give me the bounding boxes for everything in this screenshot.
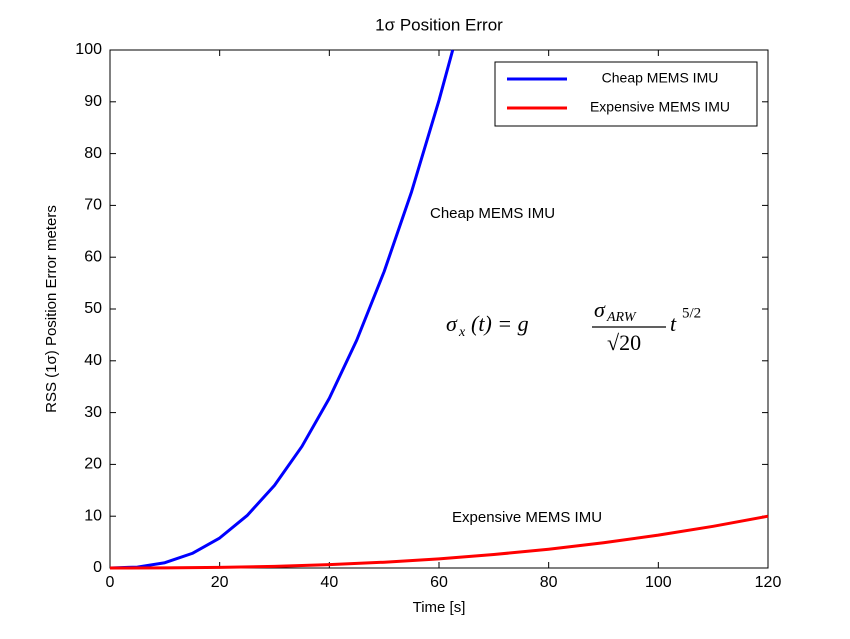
equation: σ x (t) = g σ ARW √20 t 5/2 [446,297,701,355]
x-tick-label: 40 [320,574,338,591]
x-tick-label: 80 [540,574,558,591]
annotation: Cheap MEMS IMU [430,205,555,222]
x-tick-label: 100 [645,574,672,591]
legend-label: Expensive MEMS IMU [590,99,730,115]
y-tick-label: 60 [84,248,102,265]
plot-frame [109,49,769,569]
y-axis-label: RSS (1σ) Position Error meters [43,205,60,413]
x-tick-label: 0 [106,574,115,591]
equation-part: √20 [607,330,641,355]
equation-part: σ [446,311,458,336]
equation-part: x [458,325,466,340]
y-tick-label: 80 [84,145,102,162]
equation-part: (t) = g [471,311,529,336]
y-tick-label: 30 [84,404,102,421]
legend-box [494,61,758,127]
y-tick-label: 100 [75,41,102,58]
y-tick-label: 90 [84,93,102,110]
y-tick-label: 10 [84,507,102,524]
annotation: Expensive MEMS IMU [452,509,602,526]
x-axis-label: Time [s] [413,599,466,616]
legend-label: Cheap MEMS IMU [602,70,719,86]
series-line [109,49,455,570]
equation-part: σ [594,297,606,322]
chart-title: 1σ Position Error [375,15,503,34]
y-tick-label: 40 [84,352,102,369]
equation-part: ARW [606,310,637,325]
x-tick-label: 120 [755,574,782,591]
x-tick-label: 20 [211,574,229,591]
equation-part: 5/2 [682,305,701,321]
y-tick-label: 20 [84,456,102,473]
equation-part: t [670,311,677,336]
y-tick-label: 50 [84,300,102,317]
series-line [109,514,769,570]
x-tick-label: 60 [430,574,448,591]
y-tick-label: 0 [93,559,102,576]
y-tick-label: 70 [84,197,102,214]
